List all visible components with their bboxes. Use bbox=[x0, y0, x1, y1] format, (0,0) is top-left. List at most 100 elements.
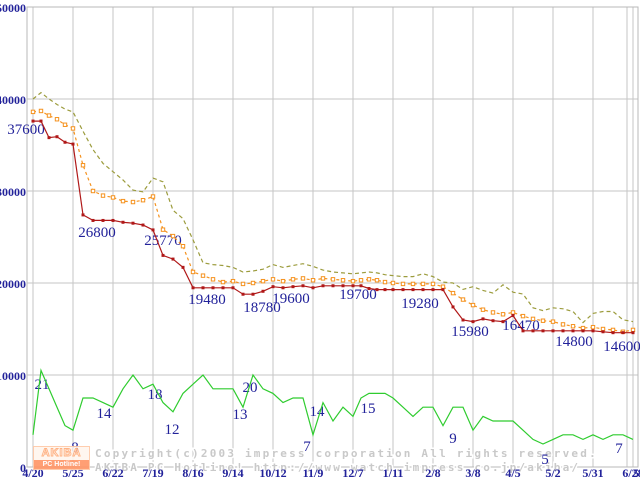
series-shop-count bbox=[32, 368, 634, 445]
data-point-marker bbox=[511, 313, 515, 317]
data-point-marker bbox=[111, 218, 115, 222]
price-annotation: 19700 bbox=[339, 287, 377, 303]
data-point-marker bbox=[240, 281, 246, 287]
data-point-marker bbox=[110, 195, 116, 200]
data-point-marker bbox=[180, 244, 186, 249]
x-axis-tick-label: 8/16 bbox=[182, 466, 203, 480]
data-point-marker bbox=[330, 277, 336, 282]
data-point-marker bbox=[571, 329, 575, 333]
count-annotation: 20 bbox=[243, 380, 258, 396]
data-point-marker bbox=[611, 331, 615, 335]
data-point-marker bbox=[70, 126, 76, 131]
data-point-marker bbox=[430, 281, 436, 287]
data-point-marker bbox=[230, 278, 236, 284]
data-point-marker bbox=[150, 194, 156, 199]
data-point-marker bbox=[291, 285, 295, 289]
data-point-marker bbox=[101, 218, 105, 222]
x-axis-tick-label: 11/9 bbox=[303, 466, 324, 480]
data-point-marker bbox=[541, 329, 545, 333]
data-point-marker bbox=[31, 119, 35, 123]
y-axis-tick-label: 10000 bbox=[0, 369, 26, 383]
data-point-marker bbox=[250, 280, 256, 286]
data-point-marker bbox=[621, 331, 625, 335]
akiba-logo-text: AKIBA bbox=[41, 447, 82, 460]
data-point-marker bbox=[46, 113, 52, 118]
data-point-marker bbox=[374, 278, 380, 283]
data-point-marker bbox=[600, 326, 606, 332]
data-point-marker bbox=[91, 218, 95, 222]
x-axis-tick-label: 12/7 bbox=[342, 466, 363, 480]
data-point-marker bbox=[367, 287, 371, 291]
data-point-marker bbox=[301, 284, 305, 288]
data-point-marker bbox=[201, 286, 205, 290]
data-point-marker bbox=[440, 284, 446, 289]
data-point-marker bbox=[271, 285, 275, 289]
data-point-marker bbox=[140, 198, 146, 203]
data-point-marker bbox=[420, 281, 426, 287]
data-point-marker bbox=[591, 329, 595, 333]
data-point-marker bbox=[501, 320, 505, 324]
data-point-marker bbox=[431, 288, 435, 292]
data-point-marker bbox=[120, 198, 126, 204]
data-point-marker bbox=[580, 325, 586, 331]
price-annotation: 37600 bbox=[7, 122, 45, 138]
plot-border bbox=[26, 6, 639, 468]
data-point-marker bbox=[400, 281, 406, 287]
count-annotation: 15 bbox=[361, 401, 376, 417]
data-point-marker bbox=[171, 257, 175, 261]
count-annotation: 7 bbox=[303, 439, 311, 455]
data-point-marker bbox=[320, 276, 326, 281]
data-point-marker bbox=[401, 288, 405, 292]
count-annotation: 14 bbox=[310, 404, 326, 420]
data-point-marker bbox=[261, 289, 265, 293]
x-axis-tick-label: 4/5 bbox=[505, 466, 520, 480]
count-annotation: 5 bbox=[541, 452, 549, 468]
count-annotation: 12 bbox=[165, 422, 180, 438]
watermark-text: AKIBA PC Hotline! http://www.watch.impre… bbox=[95, 461, 580, 474]
y-axis-tick-label: 40000 bbox=[0, 93, 26, 107]
x-axis-tick-label: 9/14 bbox=[222, 466, 243, 480]
data-point-marker bbox=[251, 292, 255, 296]
data-point-marker bbox=[47, 136, 51, 140]
data-point-marker bbox=[382, 279, 388, 285]
data-point-marker bbox=[383, 288, 387, 292]
data-point-marker bbox=[460, 297, 466, 302]
x-axis-tick-label: 1/11 bbox=[383, 466, 404, 480]
data-point-marker bbox=[241, 292, 245, 296]
y-axis-tick-label: 0 bbox=[20, 461, 26, 475]
data-point-marker bbox=[631, 331, 635, 335]
data-point-marker bbox=[510, 310, 516, 315]
data-point-marker bbox=[30, 109, 36, 115]
series-highest-price bbox=[32, 91, 634, 324]
data-point-marker bbox=[281, 286, 285, 290]
data-point-marker bbox=[260, 278, 266, 284]
count-annotation: 7 bbox=[615, 441, 623, 457]
data-point-marker bbox=[231, 286, 235, 290]
gridlines bbox=[26, 6, 639, 468]
data-point-marker bbox=[270, 277, 276, 282]
data-point-marker bbox=[601, 330, 605, 334]
data-point-marker bbox=[161, 253, 165, 257]
data-point-marker bbox=[530, 316, 536, 322]
data-point-marker bbox=[630, 327, 636, 333]
data-point-marker bbox=[391, 288, 395, 292]
data-point-marker bbox=[461, 318, 465, 322]
x-axis-tick-label: 3/8 bbox=[465, 466, 480, 480]
data-point-marker bbox=[560, 322, 566, 327]
copyright-watermark: Copyright(c)2003 impress corporation All… bbox=[94, 446, 598, 476]
data-point-marker bbox=[191, 286, 195, 290]
data-point-marker bbox=[470, 302, 476, 308]
data-point-marker bbox=[490, 310, 496, 315]
data-point-marker bbox=[570, 324, 576, 329]
data-point-marker bbox=[38, 108, 44, 114]
series-lowest-price bbox=[31, 119, 635, 335]
data-point-marker bbox=[100, 193, 106, 198]
data-point-marker bbox=[71, 142, 75, 146]
data-point-marker bbox=[366, 277, 372, 282]
price-annotation: 19280 bbox=[401, 296, 439, 312]
price-annotation: 18780 bbox=[243, 300, 281, 316]
price-annotation: 15980 bbox=[451, 324, 489, 340]
series-line bbox=[32, 91, 634, 324]
data-point-marker bbox=[540, 318, 546, 323]
